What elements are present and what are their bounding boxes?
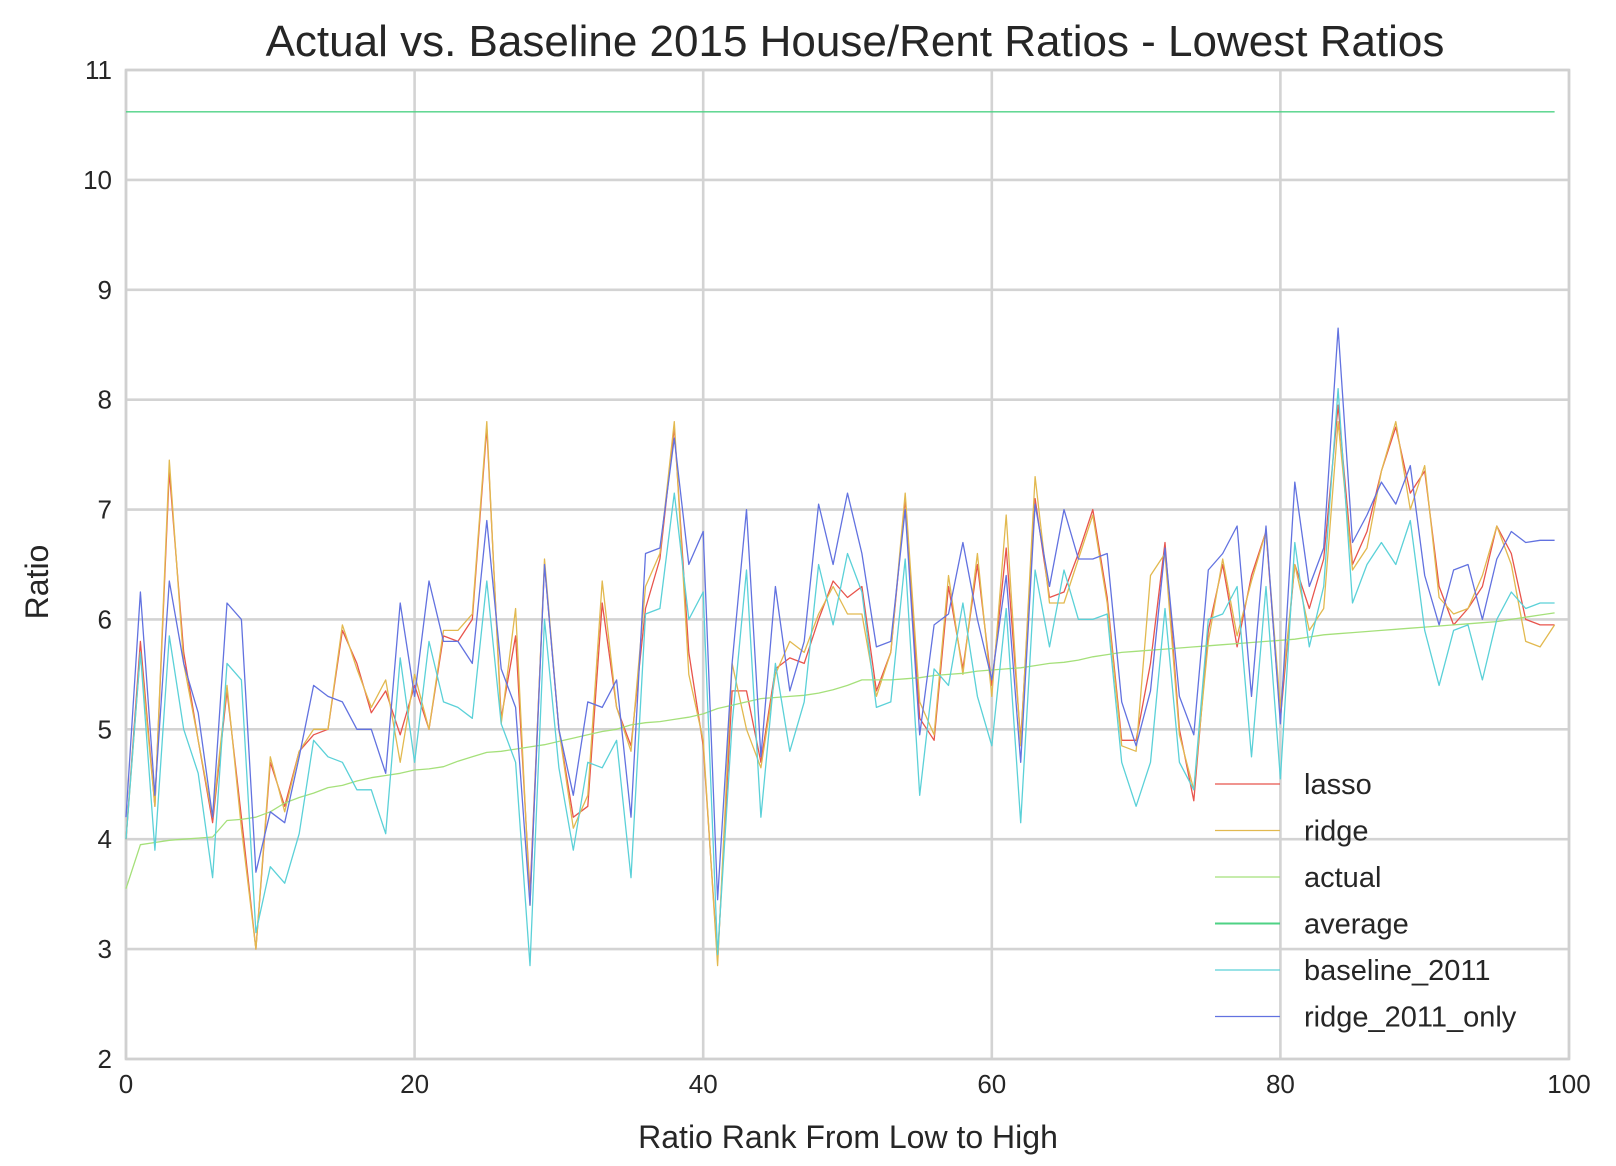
legend-label: ridge_2011_only <box>1304 1002 1517 1034</box>
x-axis-ticks: 0 20 40 60 80 100 <box>119 1069 1591 1099</box>
x-tick-label: 0 <box>119 1069 133 1099</box>
y-tick-label: 8 <box>98 385 112 415</box>
y-tick-label: 9 <box>98 275 112 305</box>
y-tick-label: 10 <box>83 165 112 195</box>
x-tick-label: 80 <box>1266 1069 1295 1099</box>
y-tick-label: 6 <box>98 604 112 634</box>
y-tick-label: 3 <box>98 934 112 964</box>
legend: lasso ridge actual average baseline_2011ridg… <box>1215 769 1517 1034</box>
series-group <box>125 111 1556 967</box>
y-tick-label: 7 <box>98 495 112 525</box>
x-tick-label: 100 <box>1547 1069 1590 1099</box>
y-axis-ticks: 2 3 4 5 6 7 8 9 10 11 <box>83 55 112 1074</box>
legend-label: ridge <box>1304 816 1369 848</box>
y-tick-label: 2 <box>98 1044 112 1074</box>
series-line-baseline-2011 <box>125 388 1555 967</box>
legend-label: baseline_2011 <box>1304 955 1491 987</box>
y-tick-label: 5 <box>98 714 112 744</box>
x-tick-label: 20 <box>400 1069 429 1099</box>
chart-title: Actual vs. Baseline 2015 House/Rent Rati… <box>266 17 1445 66</box>
series-line-ridge-2011-only <box>125 327 1555 906</box>
legend-label: actual <box>1304 862 1381 894</box>
y-axis-label: Ratio <box>19 545 55 620</box>
legend-label: lasso <box>1304 769 1372 801</box>
x-axis-label: Ratio Rank From Low to High <box>638 1119 1058 1155</box>
x-tick-label: 60 <box>977 1069 1006 1099</box>
x-tick-label: 40 <box>689 1069 718 1099</box>
plot-frame <box>124 68 1571 1061</box>
legend-label: average <box>1304 909 1409 941</box>
y-tick-label: 4 <box>98 824 112 854</box>
y-tick-label: 11 <box>85 55 112 85</box>
series-line-actual <box>125 612 1555 889</box>
